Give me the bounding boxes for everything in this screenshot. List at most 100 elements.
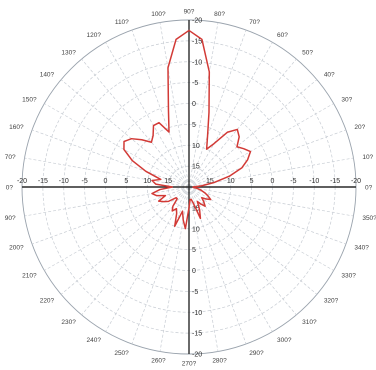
radial-tick-label: 0 bbox=[104, 178, 108, 185]
radial-tick-label: -15 bbox=[330, 178, 340, 185]
grid-spoke bbox=[188, 58, 297, 188]
angle-label: 120? bbox=[87, 32, 102, 39]
radial-tick-label: -5 bbox=[290, 178, 296, 185]
grid-spoke bbox=[24, 186, 190, 217]
angle-label: 70? bbox=[5, 154, 16, 161]
angle-label: 230? bbox=[61, 319, 76, 326]
radial-tick-label: 10 bbox=[143, 178, 151, 185]
grid-spoke bbox=[188, 79, 318, 188]
angle-label: 260? bbox=[151, 358, 166, 365]
grid-spoke bbox=[81, 58, 190, 188]
angle-label: 350? bbox=[362, 215, 376, 222]
angle-label: 290? bbox=[249, 350, 264, 357]
angle-label: 70? bbox=[249, 19, 260, 26]
grid-spoke bbox=[188, 103, 334, 188]
angle-label: 250? bbox=[114, 350, 129, 357]
angle-label: 60? bbox=[277, 32, 288, 39]
radial-tick-label: 15 bbox=[192, 164, 200, 171]
grid-spoke bbox=[81, 186, 190, 316]
grid-spoke bbox=[188, 186, 219, 352]
radiation-pattern-line bbox=[123, 29, 252, 230]
grid-spoke bbox=[188, 186, 273, 332]
angle-label: 10? bbox=[362, 154, 373, 161]
grid-spoke bbox=[188, 129, 347, 188]
radial-tick-label: -5 bbox=[192, 289, 198, 296]
angle-label: 110? bbox=[115, 19, 129, 26]
radial-tick-label: -20 bbox=[17, 178, 27, 185]
angle-label: 50? bbox=[302, 50, 313, 57]
radial-tick-label: -20 bbox=[192, 352, 202, 359]
radial-tick-labels: -20 -20 -15 -15 -10 -10 -5 -5 0 0 5 5 10 10 15 15 -20 -20… bbox=[17, 18, 361, 359]
angle-label: 0? bbox=[365, 184, 373, 191]
angle-label: 160? bbox=[9, 124, 24, 131]
radial-tick-label: 0 bbox=[192, 268, 196, 275]
radial-tick-label: 15 bbox=[206, 178, 214, 185]
grid-spoke bbox=[188, 186, 354, 217]
grid-spoke bbox=[188, 22, 219, 188]
radial-tick-label: 10 bbox=[227, 178, 235, 185]
axes bbox=[22, 20, 356, 354]
angle-label: 100? bbox=[151, 11, 166, 18]
radial-tick-label: -20 bbox=[192, 18, 202, 25]
radial-tick-label: 10 bbox=[192, 143, 200, 150]
grid-spoke bbox=[188, 29, 247, 188]
angle-labels: 0?10?20?30?40?50?60?70?80?90?100?110?120… bbox=[5, 8, 376, 367]
radial-tick-label: 15 bbox=[164, 178, 172, 185]
grid-spoke bbox=[188, 186, 318, 295]
grid-spoke bbox=[31, 129, 190, 188]
radial-tick-label: 10 bbox=[192, 226, 200, 233]
angle-label: 0? bbox=[6, 184, 14, 191]
grid-spoke bbox=[44, 103, 190, 188]
radial-tick-label: 5 bbox=[124, 178, 128, 185]
grid-spoke bbox=[31, 186, 190, 245]
grid-spoke bbox=[24, 157, 190, 188]
angle-label: 340? bbox=[354, 245, 369, 252]
series-layer bbox=[123, 29, 252, 230]
radial-tick-label: 5 bbox=[192, 122, 196, 129]
grid-spoke bbox=[159, 186, 190, 352]
radial-tick-label: -15 bbox=[192, 331, 202, 338]
angle-label: 150? bbox=[22, 96, 37, 103]
angle-label: 330? bbox=[341, 272, 356, 279]
radial-tick-label: -5 bbox=[192, 80, 198, 87]
angle-label: 300? bbox=[277, 337, 292, 344]
radial-tick-label: -10 bbox=[59, 178, 69, 185]
angle-label: 200? bbox=[9, 245, 24, 252]
radial-tick-label: 5 bbox=[192, 247, 196, 254]
grid-spoke bbox=[60, 79, 190, 188]
radial-tick-label: -10 bbox=[192, 310, 202, 317]
radial-tick-label: -5 bbox=[82, 178, 88, 185]
angle-label: 80? bbox=[214, 11, 225, 18]
radial-tick-label: -15 bbox=[192, 38, 202, 45]
grid-spoke bbox=[44, 186, 190, 271]
grid-spoke bbox=[188, 186, 347, 245]
radial-tick-label: 5 bbox=[250, 178, 254, 185]
grid-spoke bbox=[131, 29, 190, 188]
angle-label: 270? bbox=[182, 360, 197, 367]
angle-label: 20? bbox=[354, 124, 365, 131]
grid-spoke bbox=[188, 186, 297, 316]
radial-tick-label: -10 bbox=[309, 178, 319, 185]
angle-label: 310? bbox=[302, 319, 317, 326]
radial-tick-label: -20 bbox=[351, 178, 361, 185]
grid-spoke bbox=[105, 186, 190, 332]
angle-label: 220? bbox=[40, 298, 55, 305]
radial-tick-label: -10 bbox=[192, 59, 202, 66]
angle-label: 210? bbox=[22, 272, 37, 279]
angle-label: 240? bbox=[87, 337, 102, 344]
angle-label: 130? bbox=[61, 50, 76, 57]
angle-label: 90? bbox=[184, 8, 195, 15]
grid-spoke bbox=[60, 186, 190, 295]
angle-label: 40? bbox=[324, 71, 335, 78]
angle-label: 30? bbox=[341, 96, 352, 103]
grid-spoke bbox=[188, 42, 273, 188]
angle-label: 90? bbox=[5, 215, 16, 222]
grid-spoke bbox=[131, 186, 190, 345]
radial-tick-label: -15 bbox=[38, 178, 48, 185]
radial-tick-label: 0 bbox=[271, 178, 275, 185]
grid-spoke bbox=[188, 186, 334, 271]
angle-label: 320? bbox=[324, 298, 339, 305]
grid-spoke bbox=[159, 22, 190, 188]
